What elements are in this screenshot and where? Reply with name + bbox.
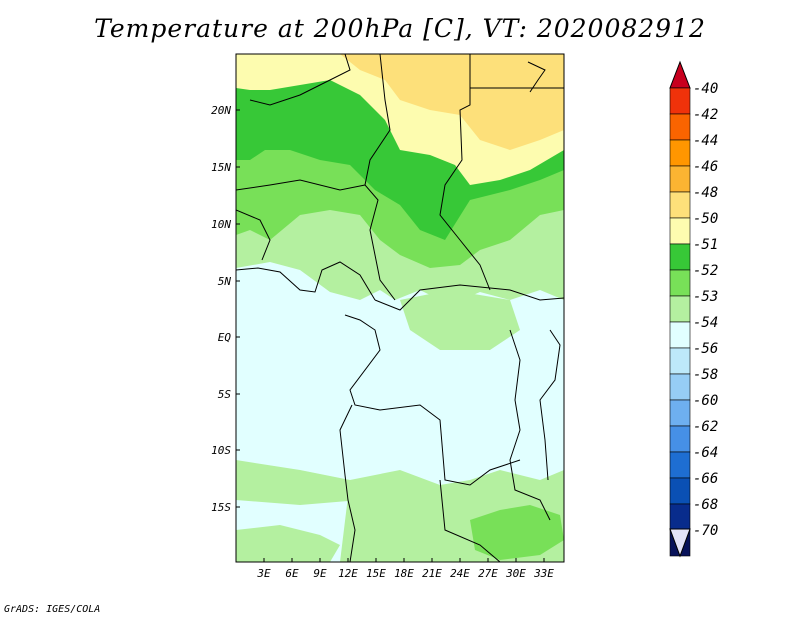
y-axis-ticks	[236, 109, 240, 508]
colorbar-label: -40	[693, 81, 718, 97]
y-label-15n: 15N	[211, 161, 231, 174]
colorbar-swatch	[669, 321, 691, 349]
grads-credit: GrADS: IGES/COLA	[4, 604, 101, 615]
x-label-33e: 33E	[533, 567, 554, 580]
colorbar-label: -52	[693, 263, 718, 279]
colorbar-swatch	[669, 217, 691, 245]
colorbar-label: -48	[693, 185, 718, 201]
colorbar-label: -51	[693, 237, 718, 253]
colorbar: -40 -42 -44 -46 -48 -50 -51 -52 -53 -54 …	[669, 60, 718, 558]
colorbar-label: -64	[693, 445, 718, 461]
field-south-light-green-2	[236, 525, 340, 562]
y-label-eq: EQ	[218, 331, 232, 344]
colorbar-swatch	[669, 477, 691, 505]
colorbar-swatch	[669, 451, 691, 479]
x-label-30e: 30E	[505, 567, 526, 580]
colorbar-swatch	[669, 243, 691, 271]
y-label-20n: 20N	[211, 104, 231, 117]
x-label-15e: 15E	[366, 567, 386, 580]
y-label-5s: 5S	[218, 388, 232, 401]
colorbar-swatch	[669, 347, 691, 375]
colorbar-label: -56	[693, 341, 718, 357]
colorbar-label: -60	[693, 393, 718, 409]
colorbar-swatch	[669, 165, 691, 193]
colorbar-label: -42	[693, 107, 718, 123]
colorbar-top-arrow	[669, 60, 691, 89]
colorbar-swatch	[669, 399, 691, 427]
x-label-12e: 12E	[338, 567, 358, 580]
colorbar-label: -46	[693, 159, 718, 175]
map-frame	[235, 53, 565, 563]
colorbar-label: -50	[693, 211, 718, 227]
colorbar-swatch	[669, 191, 691, 219]
colorbar-label: -62	[693, 419, 718, 435]
field-south-mid-green	[470, 505, 564, 560]
colorbar-swatch	[669, 269, 691, 297]
colorbar-swatch	[669, 295, 691, 323]
field-warm-yellow	[340, 54, 564, 150]
x-label-18e: 18E	[394, 567, 414, 580]
colorbar-swatch	[669, 503, 691, 531]
y-label-5n: 5N	[218, 275, 232, 288]
colorbar-swatch	[669, 139, 691, 167]
colorbar-swatch	[669, 425, 691, 453]
colorbar-swatch	[669, 113, 691, 141]
x-axis-ticks	[263, 558, 545, 562]
field-mid-light-green-patch	[400, 290, 520, 350]
colorbar-swatch	[669, 373, 691, 401]
colorbar-label: -58	[693, 367, 718, 383]
field-west-light-green-patch	[236, 460, 360, 505]
colorbar-label: -53	[693, 289, 718, 305]
x-label-6e: 6E	[285, 567, 299, 580]
map-title: Temperature at 200hPa [C], VT: 202008291…	[94, 14, 706, 43]
colorbar-bottom-arrow	[669, 528, 691, 558]
x-label-21e: 21E	[422, 567, 442, 580]
y-label-10n: 10N	[211, 218, 231, 231]
colorbar-label: -68	[693, 497, 718, 513]
y-label-15s: 15S	[211, 501, 231, 514]
colorbar-swatch	[669, 87, 691, 115]
colorbar-label: -54	[693, 315, 718, 331]
colorbar-label: -66	[693, 471, 718, 487]
x-label-27e: 27E	[478, 567, 498, 580]
colorbar-label: -44	[693, 133, 718, 149]
country-borders	[236, 54, 564, 562]
x-label-24e: 24E	[450, 567, 470, 580]
x-label-9e: 9E	[313, 567, 327, 580]
colorbar-label: -70	[693, 523, 718, 539]
temperature-field	[236, 54, 564, 562]
y-label-10s: 10S	[211, 444, 231, 457]
x-label-3e: 3E	[256, 567, 271, 580]
